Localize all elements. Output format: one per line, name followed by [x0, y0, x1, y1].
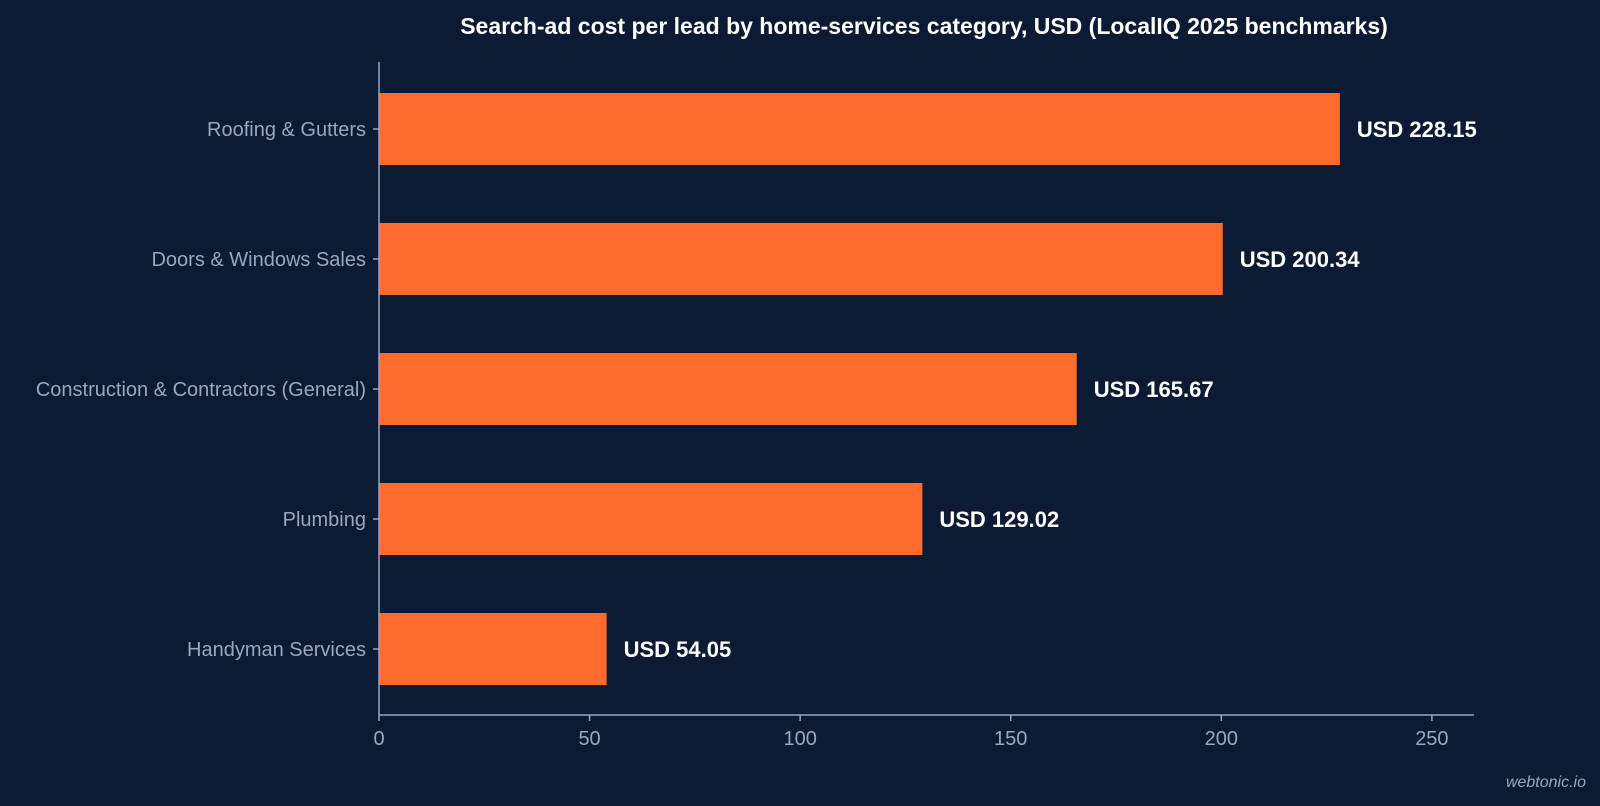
category-label: Roofing & Gutters	[207, 119, 366, 141]
watermark: webtonic.io	[1505, 774, 1586, 791]
x-tick-label: 250	[1415, 728, 1448, 750]
data-label: USD 200.34	[1240, 247, 1361, 272]
category-label: Doors & Windows Sales	[151, 249, 366, 271]
category-label: Plumbing	[283, 509, 366, 531]
category-label: Construction & Contractors (General)	[36, 379, 366, 401]
x-tick-label: 100	[783, 728, 816, 750]
bar	[379, 613, 607, 685]
bar	[379, 483, 923, 555]
chart-title: Search-ad cost per lead by home-services…	[460, 13, 1388, 39]
category-label: Handyman Services	[187, 639, 366, 661]
bar	[379, 353, 1077, 425]
data-label: USD 54.05	[624, 637, 732, 662]
data-label: USD 165.67	[1094, 377, 1214, 402]
x-tick-label: 0	[373, 728, 384, 750]
bar	[379, 93, 1340, 165]
bar	[379, 223, 1223, 295]
x-tick-label: 200	[1205, 728, 1238, 750]
data-label: USD 228.15	[1357, 117, 1477, 142]
x-tick-label: 150	[994, 728, 1027, 750]
axis-group: Roofing & Gutters Doors & Windows Sales Co…	[36, 62, 1474, 750]
data-label: USD 129.02	[939, 507, 1059, 532]
bars-group: USD 228.15 USD 200.34 USD 165.67 USD 129.02…	[379, 93, 1477, 685]
x-tick-label: 50	[578, 728, 600, 750]
